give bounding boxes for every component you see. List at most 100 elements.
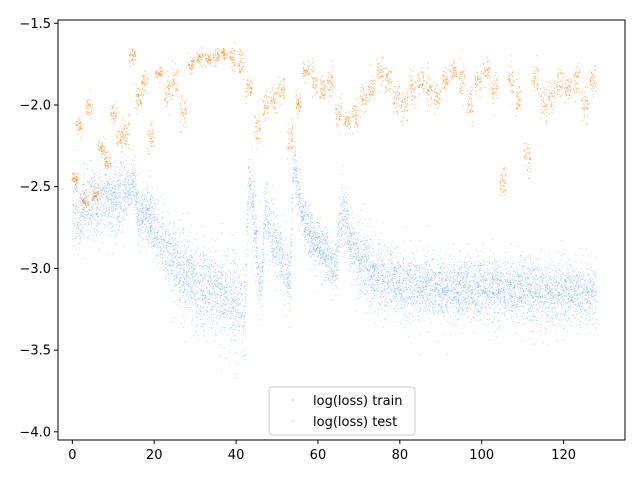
train-point [169, 263, 171, 265]
train-point [351, 266, 353, 268]
train-point [81, 211, 83, 213]
train-point [536, 292, 538, 294]
train-point [81, 205, 83, 207]
train-point [281, 274, 283, 275]
train-point [97, 191, 99, 193]
train-point [443, 293, 445, 295]
train-point [267, 221, 269, 223]
train-point [522, 265, 524, 267]
train-point [359, 263, 360, 265]
train-point [230, 339, 232, 341]
train-point [490, 301, 492, 302]
train-point [285, 254, 287, 256]
train-point [104, 215, 105, 216]
train-point [197, 263, 199, 265]
train-point [290, 262, 292, 264]
train-point [516, 270, 518, 272]
train-point [295, 164, 297, 166]
train-point [454, 296, 456, 298]
train-point [167, 251, 169, 252]
train-point [559, 283, 560, 285]
train-point [445, 302, 447, 304]
train-point [589, 300, 591, 302]
train-point [256, 231, 258, 233]
train-point [336, 251, 338, 253]
train-point [230, 326, 232, 328]
train-point [355, 242, 357, 244]
train-point [182, 295, 184, 297]
train-point [414, 273, 416, 275]
train-point [310, 255, 312, 257]
train-point [336, 274, 338, 276]
train-point [308, 235, 310, 237]
train-point [248, 169, 249, 170]
train-point [542, 274, 544, 276]
train-point [582, 291, 584, 293]
train-point [419, 240, 420, 242]
train-point [363, 276, 365, 278]
train-point [429, 282, 431, 284]
train-point [253, 181, 255, 182]
train-point [485, 292, 487, 294]
train-point [593, 299, 595, 301]
train-point [105, 190, 107, 192]
train-point [88, 235, 90, 237]
train-point [547, 288, 549, 290]
train-point [345, 233, 347, 235]
train-point [591, 304, 593, 306]
train-point [149, 227, 151, 229]
train-point [84, 189, 86, 191]
train-point [315, 265, 317, 267]
train-point [398, 279, 400, 281]
train-point [282, 274, 284, 276]
train-point [107, 181, 109, 183]
train-point [287, 277, 289, 279]
train-point [471, 301, 473, 303]
train-point [562, 298, 563, 300]
train-point [164, 232, 166, 234]
train-point [578, 284, 580, 286]
train-point [551, 311, 553, 313]
train-point [465, 290, 467, 291]
train-point [467, 290, 469, 292]
train-point [472, 301, 474, 303]
train-point [169, 236, 171, 238]
train-point [141, 221, 143, 223]
train-point [585, 298, 587, 300]
train-point [383, 318, 385, 320]
train-point [453, 282, 454, 284]
train-point [569, 295, 571, 297]
train-point [200, 311, 202, 312]
train-point [105, 186, 107, 188]
train-point [112, 188, 113, 190]
train-point [147, 209, 149, 210]
train-point [296, 160, 298, 162]
train-point [559, 323, 561, 325]
train-point [327, 244, 329, 246]
train-point [313, 264, 315, 266]
train-point [533, 316, 534, 318]
train-point [433, 273, 435, 275]
train-point [90, 213, 92, 215]
train-point [241, 294, 243, 296]
train-point [280, 246, 281, 248]
train-point [262, 251, 264, 253]
train-point [289, 326, 291, 328]
train-point [271, 254, 273, 256]
train-point [355, 231, 357, 233]
train-point [91, 215, 93, 217]
train-point [111, 207, 113, 209]
train-point [428, 277, 430, 279]
train-point [377, 278, 378, 280]
train-point [183, 270, 185, 272]
train-point [451, 272, 453, 274]
train-point [289, 265, 291, 267]
train-point [75, 212, 77, 214]
train-point [138, 227, 140, 229]
train-point [124, 195, 126, 197]
train-point [431, 276, 432, 278]
train-point [304, 202, 306, 204]
train-point [403, 298, 405, 300]
train-point [108, 193, 110, 195]
train-point [360, 293, 361, 295]
